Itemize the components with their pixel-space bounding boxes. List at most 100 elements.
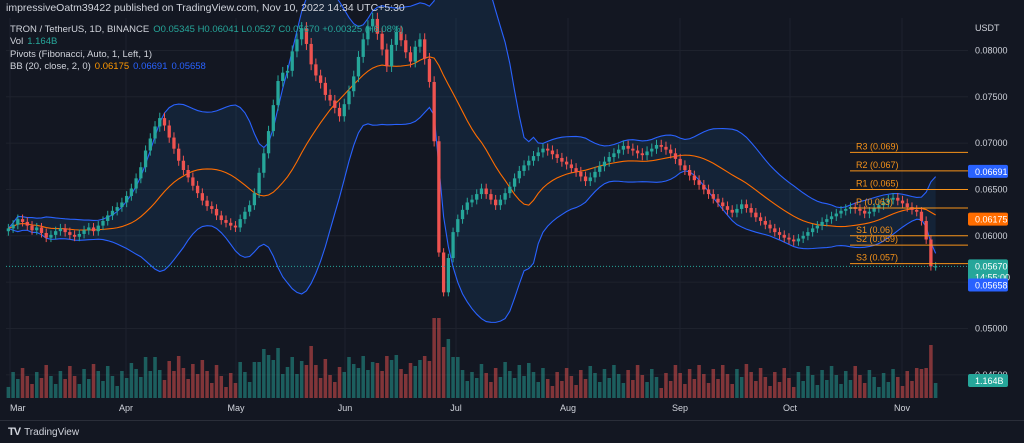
volume-bar xyxy=(68,366,72,398)
volume-bar xyxy=(124,378,129,398)
candle-body xyxy=(900,200,905,204)
volume-bar xyxy=(697,365,701,398)
volume-bar xyxy=(200,360,205,398)
candle-body xyxy=(721,202,725,207)
volume-bar xyxy=(687,369,692,398)
candle-body xyxy=(891,197,895,200)
candle-body xyxy=(683,165,687,170)
legend-symbol-row[interactable]: TRON / TetherUS, 1D, BINANCE O0.05345 H0… xyxy=(10,24,404,36)
currency-label: USDT xyxy=(975,23,1000,33)
candle-body xyxy=(820,221,824,226)
candle-body xyxy=(347,91,351,105)
candle-body xyxy=(167,125,171,138)
candle-body xyxy=(20,219,25,222)
candle-body xyxy=(839,210,843,214)
symbol-label[interactable]: TRON / TetherUS, 1D, BINANCE xyxy=(10,24,150,35)
candle-body xyxy=(366,26,370,40)
volume-bar xyxy=(933,383,938,398)
candle-body xyxy=(96,225,100,232)
volume-bar xyxy=(16,379,20,398)
candle-body xyxy=(54,231,58,235)
volume-bar xyxy=(44,365,48,398)
candle-body xyxy=(266,131,271,154)
candle-body xyxy=(522,165,526,171)
volume-bar xyxy=(905,371,910,398)
pivots-label: Pivots (Fibonacci, Auto, 1, Left, 1) xyxy=(10,48,153,60)
candle-body xyxy=(58,228,63,232)
volume-bar xyxy=(6,386,11,398)
volume-bar xyxy=(773,372,777,398)
volume-bar xyxy=(247,382,252,398)
volume-bar xyxy=(418,360,422,398)
volume-bar xyxy=(787,378,791,398)
candle-body xyxy=(243,211,247,220)
volume-bar xyxy=(777,382,782,398)
volume-bar xyxy=(602,369,607,398)
volume-bar xyxy=(503,362,507,398)
pivot-label: S2 (0.059) xyxy=(856,234,898,244)
volume-bar xyxy=(385,356,389,398)
volume-bar xyxy=(744,364,749,398)
candle-body xyxy=(844,208,848,211)
candle-body xyxy=(134,178,138,189)
candle-body xyxy=(285,70,290,73)
candle-body xyxy=(120,202,124,208)
y-tick-label: 0.06500 xyxy=(975,184,1008,194)
volume-bar xyxy=(683,384,687,398)
candle-body xyxy=(574,168,578,172)
candle-body xyxy=(929,239,933,267)
candle-body xyxy=(640,153,644,156)
candle-body xyxy=(773,228,777,233)
volume-bar xyxy=(157,370,162,398)
volume-bar xyxy=(810,375,815,398)
volume-bar xyxy=(853,366,857,398)
volume-bar xyxy=(34,372,39,398)
volume-bar xyxy=(782,368,787,398)
legend-bb-row[interactable]: BB (20, close, 2, 0) 0.06175 0.06691 0.0… xyxy=(10,61,404,73)
volume-bar xyxy=(233,383,238,398)
candle-body xyxy=(441,252,446,293)
volume-value: 1.164B xyxy=(27,36,58,48)
volume-bar xyxy=(867,370,872,398)
volume-bar xyxy=(900,386,905,398)
candle-body xyxy=(252,193,257,206)
candle-body xyxy=(489,194,493,200)
candle-body xyxy=(659,144,663,147)
volume-bar xyxy=(716,379,720,398)
price-chart[interactable]: R3 (0.069) R2 (0.067) R1 (0.065) P (0.063) S… xyxy=(0,0,1024,420)
volume-bar xyxy=(498,377,503,398)
x-tick-label: Aug xyxy=(560,403,576,413)
volume-bar xyxy=(195,374,200,398)
volume-bar xyxy=(474,378,479,398)
volume-bar xyxy=(228,373,233,398)
candle-body xyxy=(195,185,200,194)
lower-band-tag-bg xyxy=(968,278,1008,292)
volume-bar xyxy=(399,369,403,398)
candle-body xyxy=(399,31,403,41)
tradingview-logo[interactable]: TV TradingView xyxy=(8,426,79,438)
candle-body xyxy=(143,150,148,168)
candle-body xyxy=(314,64,318,76)
candle-body xyxy=(569,164,574,169)
volume-bar xyxy=(886,382,891,398)
volume-bar xyxy=(120,371,124,398)
candle-body xyxy=(44,233,48,238)
volume-bar xyxy=(181,368,186,398)
candle-body xyxy=(6,228,11,232)
legend-volume-row[interactable]: Vol 1.164B xyxy=(10,36,404,48)
volume-bar xyxy=(588,366,593,398)
candle-body xyxy=(527,160,531,166)
volume-bar xyxy=(607,378,611,398)
bollinger-upper-line xyxy=(7,0,937,229)
candle-body xyxy=(77,233,81,237)
volume-bar xyxy=(574,385,578,398)
candle-body xyxy=(224,220,228,223)
volume-bar xyxy=(919,369,924,398)
candle-body xyxy=(304,28,309,44)
volume-bar xyxy=(243,372,247,398)
volume-bar xyxy=(470,372,474,398)
candle-body xyxy=(91,227,96,232)
legend-pivots-row[interactable]: Pivots (Fibonacci, Auto, 1, Left, 1) xyxy=(10,49,404,61)
volume-bar xyxy=(91,364,96,398)
candle-body xyxy=(768,224,772,229)
